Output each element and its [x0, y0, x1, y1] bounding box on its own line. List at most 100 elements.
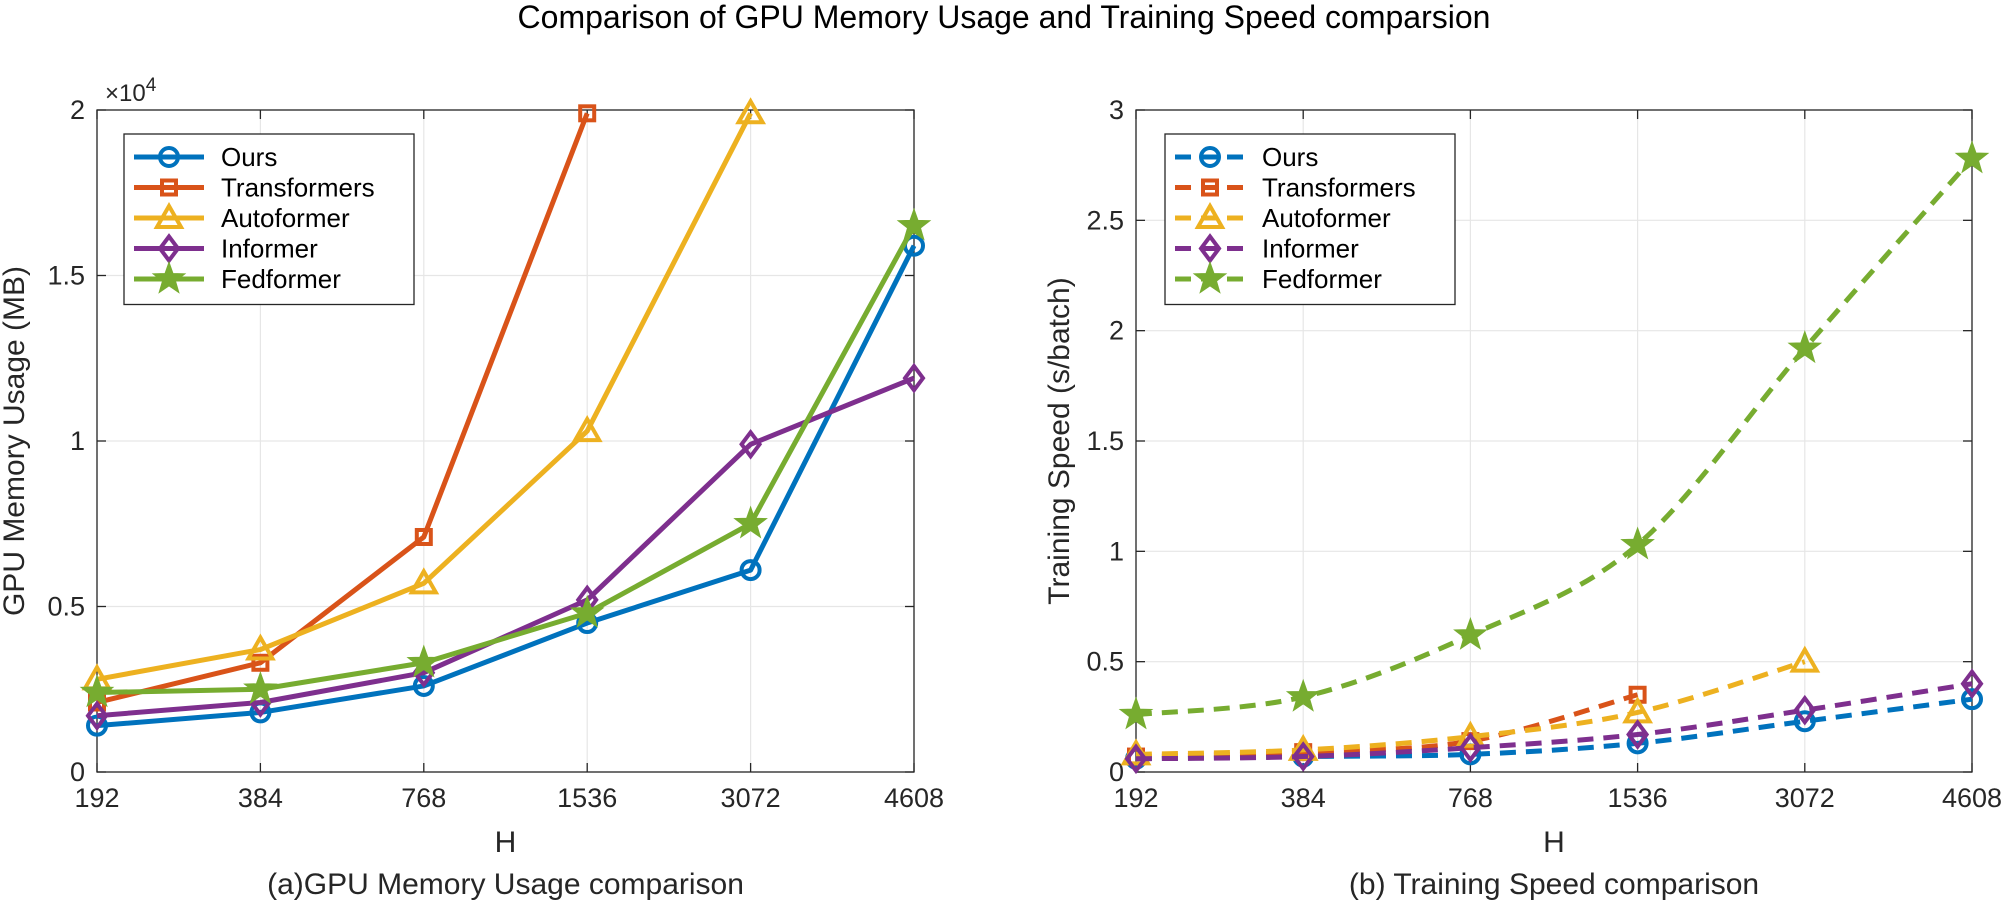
- legend-marker-informer: [1198, 233, 1222, 264]
- data-point-informer: [902, 362, 926, 394]
- legend-item-ours: Ours: [1175, 142, 1318, 172]
- legend-item-transformers: Transformers: [134, 173, 375, 203]
- legend-label-transformers: Transformers: [221, 173, 375, 203]
- x-tick-label: 3072: [721, 783, 781, 813]
- x-tick-label: 192: [74, 783, 119, 813]
- y-tick-label: 1.5: [47, 261, 85, 291]
- data-point-fedformer: [1620, 526, 1655, 560]
- training-speed-chart: 192 384 768 1536 3072 4608 0 0.5 1 1.5 2 2.5 3 H Train…: [1043, 95, 2002, 901]
- data-point-fedformer: [79, 674, 115, 708]
- x-tick-label: 768: [1448, 783, 1493, 813]
- legend-item-fedformer: Fedformer: [1175, 260, 1382, 294]
- series-line-fedformer: [96, 224, 917, 696]
- x-tick-label: 1536: [1608, 783, 1668, 813]
- legend-item-autoformer: Autoformer: [134, 201, 350, 233]
- series-line-informer: [96, 375, 915, 719]
- x-tick-label: 384: [238, 783, 283, 813]
- legend-marker-transformers: [160, 178, 178, 197]
- series-line-autoformer: [1135, 659, 1806, 757]
- y-tick-label: 1: [70, 426, 85, 456]
- data-point-fedformer: [1453, 616, 1488, 650]
- x-axis-label: H: [495, 826, 517, 859]
- data-point-ours: [1961, 688, 1983, 711]
- data-point-fedformer: [1118, 696, 1154, 730]
- data-point-fedformer: [243, 671, 278, 704]
- x-tick-label: 3072: [1775, 783, 1835, 813]
- legend-label-informer: Informer: [221, 234, 318, 264]
- data-point-transformers: [414, 527, 433, 546]
- x-tick-label: 768: [401, 783, 446, 813]
- legend-item-fedformer: Fedformer: [134, 260, 341, 294]
- y-tick-label: 0.5: [1086, 647, 1124, 677]
- data-point-transformers: [578, 104, 597, 123]
- data-point-ours: [412, 674, 435, 697]
- legend-label-informer: Informer: [1262, 234, 1359, 264]
- y-tick-label: 0: [1109, 757, 1124, 787]
- data-point-informer: [85, 700, 109, 732]
- legend-label-fedformer: Fedformer: [1262, 264, 1382, 294]
- chart-caption: (b) Training Speed comparison: [1349, 868, 1759, 901]
- y-axis-label: Training Speed (s/batch): [1043, 277, 1076, 604]
- y-tick-label: 2.5: [1086, 205, 1124, 235]
- x-tick-label: 192: [1113, 783, 1158, 813]
- series-autoformer: [81, 97, 767, 691]
- legend: OursTransformersAutoformerInformerFedfor…: [1164, 133, 1456, 306]
- legend-item-ours: Ours: [134, 142, 277, 172]
- data-point-informer: [1626, 719, 1650, 750]
- x-tick-label: 4608: [1942, 783, 2002, 813]
- legend-marker-informer: [157, 233, 181, 264]
- legend-item-informer: Informer: [1175, 233, 1359, 264]
- x-tick-label: 384: [1281, 783, 1326, 813]
- chart-caption: (a)GPU Memory Usage comparison: [267, 868, 744, 901]
- y-tick-label: 0.5: [47, 592, 85, 622]
- series-fedformer: [1118, 140, 1990, 730]
- data-point-autoformer: [735, 97, 767, 125]
- y-tick-label: 1: [1109, 536, 1124, 566]
- legend-item-transformers: Transformers: [1175, 173, 1416, 203]
- y-axis-label: GPU Memory Usage (MB): [0, 266, 31, 616]
- series-line-autoformer: [96, 112, 753, 682]
- data-point-autoformer: [1789, 645, 1821, 673]
- x-axis-label: H: [1543, 826, 1565, 859]
- figure-title: Comparison of GPU Memory Usage and Train…: [518, 0, 1491, 35]
- series-fedformer: [79, 207, 932, 708]
- series-ours: [86, 234, 925, 737]
- data-point-autoformer: [244, 633, 276, 661]
- legend-label-autoformer: Autoformer: [221, 203, 350, 233]
- series-transformers: [1127, 685, 1647, 766]
- data-point-autoformer: [571, 415, 603, 443]
- series-line-ours: [1135, 696, 1973, 762]
- data-point-informer: [739, 428, 763, 460]
- data-point-fedformer: [1954, 140, 1990, 174]
- legend-marker-fedformer: [151, 260, 187, 294]
- data-point-informer: [1124, 743, 1148, 775]
- legend-marker-fedformer: [1192, 260, 1228, 294]
- y-tick-label: 2: [1109, 316, 1124, 346]
- series-line-ours: [96, 244, 917, 729]
- data-point-ours: [86, 714, 108, 737]
- data-point-fedformer: [1285, 678, 1321, 712]
- data-point-informer: [1458, 732, 1482, 764]
- x-tick-label: 1536: [557, 783, 617, 813]
- data-point-autoformer: [408, 567, 440, 595]
- legend-item-informer: Informer: [134, 233, 318, 264]
- legend-marker-ours: [1199, 146, 1221, 168]
- legend-label-fedformer: Fedformer: [221, 264, 341, 294]
- legend-marker-transformers: [1201, 178, 1219, 197]
- legend-marker-autoformer: [153, 201, 185, 229]
- y-tick-label: 3: [1109, 95, 1124, 125]
- data-point-fedformer: [1787, 330, 1823, 364]
- data-point-ours: [1793, 710, 1816, 733]
- legend: OursTransformersAutoformerInformerFedfor…: [123, 133, 415, 306]
- data-point-fedformer: [569, 594, 605, 628]
- legend-marker-ours: [158, 146, 180, 168]
- data-point-informer: [1793, 694, 1817, 726]
- legend-label-transformers: Transformers: [1262, 173, 1416, 203]
- data-point-fedformer: [896, 207, 932, 241]
- legend-label-ours: Ours: [221, 142, 277, 172]
- data-point-ours: [739, 559, 762, 582]
- legend-item-autoformer: Autoformer: [1175, 201, 1391, 233]
- data-point-transformers: [251, 653, 270, 672]
- data-point-autoformer: [1454, 720, 1486, 748]
